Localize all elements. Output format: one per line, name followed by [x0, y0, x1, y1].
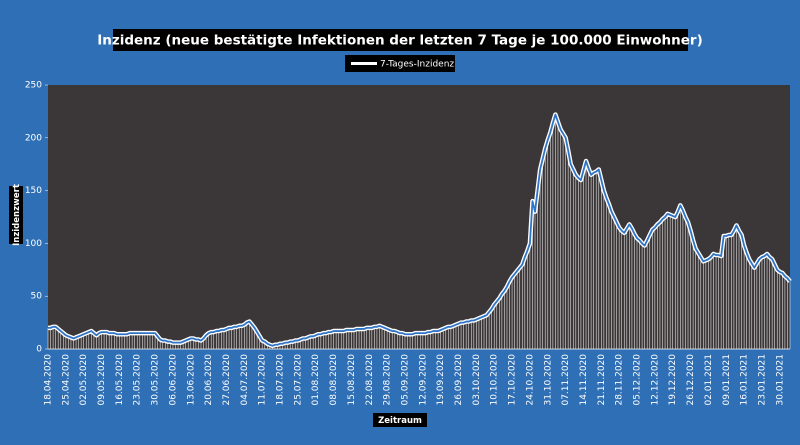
x-tick-label: 23.01.2021	[757, 354, 767, 406]
x-tick-label: 26.12.2020	[686, 354, 696, 406]
y-tick-label: 250	[25, 81, 42, 91]
plot-area	[48, 85, 790, 349]
x-tick-label: 20.06.2020	[204, 354, 214, 406]
x-tick-label: 10.10.2020	[490, 354, 500, 406]
x-tick-label: 12.09.2020	[418, 354, 428, 406]
x-tick-label: 02.01.2021	[704, 354, 714, 406]
x-tick-label: 03.10.2020	[472, 354, 482, 406]
x-tick-label: 23.05.2020	[133, 354, 143, 406]
x-tick-label: 30.01.2021	[775, 354, 785, 406]
y-tick-label: 0	[36, 345, 42, 355]
x-tick-label: 19.09.2020	[436, 354, 446, 406]
y-tick-label: 100	[25, 239, 42, 249]
x-tick-label: 26.09.2020	[454, 354, 464, 406]
x-tick-label: 22.08.2020	[365, 354, 375, 406]
y-axis-label: Inzidenzwert	[12, 184, 22, 246]
x-tick-label: 24.10.2020	[525, 354, 535, 406]
x-tick-label: 15.08.2020	[347, 354, 357, 406]
x-tick-label: 05.12.2020	[633, 354, 643, 406]
x-tick-label: 04.07.2020	[240, 354, 250, 406]
x-tick-label: 12.12.2020	[650, 354, 660, 406]
x-tick-label: 09.01.2021	[722, 354, 732, 406]
y-tick-label: 50	[31, 292, 43, 302]
x-tick-label: 08.08.2020	[329, 354, 339, 406]
x-axis-label: Zeitraum	[378, 416, 422, 426]
chart-title: Inzidenz (neue bestätigte Infektionen de…	[97, 33, 703, 49]
x-tick-label: 06.06.2020	[168, 354, 178, 406]
y-tick-label: 150	[25, 186, 42, 196]
x-tick-label: 14.11.2020	[579, 354, 589, 406]
x-tick-label: 13.06.2020	[186, 354, 196, 406]
x-tick-label: 19.12.2020	[668, 354, 678, 406]
x-tick-label: 11.07.2020	[258, 354, 268, 406]
x-tick-label: 16.01.2021	[740, 354, 750, 406]
x-tick-label: 07.11.2020	[561, 354, 571, 406]
x-tick-label: 25.04.2020	[61, 354, 71, 406]
x-tick-label: 27.06.2020	[222, 354, 232, 406]
x-tick-label: 01.08.2020	[311, 354, 321, 406]
x-tick-label: 18.07.2020	[276, 354, 286, 406]
x-tick-label: 29.08.2020	[383, 354, 393, 406]
x-tick-label: 28.11.2020	[615, 354, 625, 406]
x-tick-label: 02.05.2020	[79, 354, 89, 406]
x-tick-label: 09.05.2020	[97, 354, 107, 406]
legend-label: 7-Tages-Inzidenz	[380, 60, 454, 70]
x-tick-label: 17.10.2020	[508, 354, 518, 406]
title-box	[113, 29, 688, 51]
x-tick-label: 05.09.2020	[400, 354, 410, 406]
x-label-box	[373, 413, 427, 427]
x-tick-label: 31.10.2020	[543, 354, 553, 406]
x-tick-label: 18.04.2020	[44, 354, 54, 406]
x-tick-label: 16.05.2020	[115, 354, 125, 406]
legend-box	[345, 55, 455, 72]
x-tick-label: 21.11.2020	[597, 354, 607, 406]
x-tick-label: 25.07.2020	[293, 354, 303, 406]
y-tick-label: 200	[25, 133, 42, 143]
y-label-box	[9, 186, 23, 244]
x-tick-label: 30.05.2020	[151, 354, 161, 406]
line	[48, 113, 791, 347]
